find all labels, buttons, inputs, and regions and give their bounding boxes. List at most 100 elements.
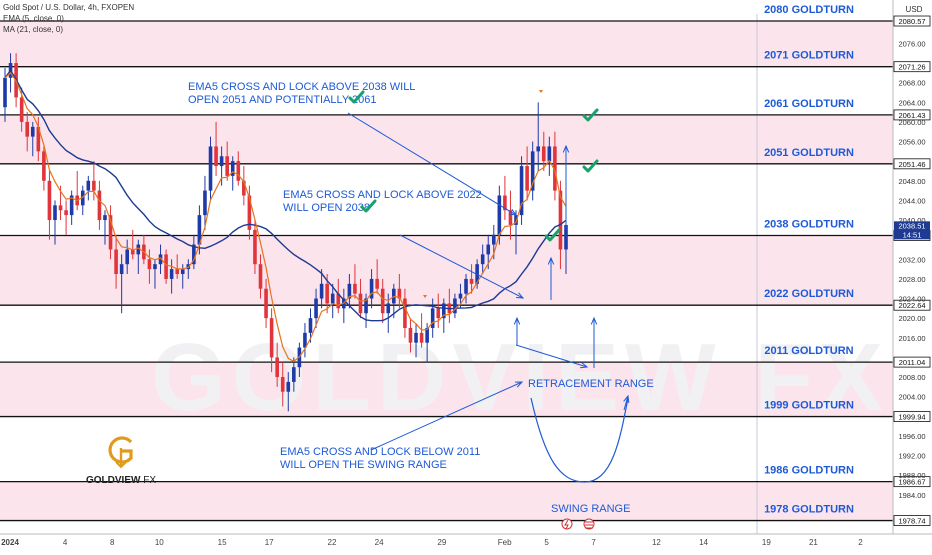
candle-body xyxy=(503,195,507,211)
level-label: 1999 GOLDTURN xyxy=(764,400,854,412)
candle-body xyxy=(242,180,246,196)
ma-21-line xyxy=(4,69,567,322)
arrow-head xyxy=(514,381,524,388)
candle-body xyxy=(86,180,91,191)
candle-body xyxy=(25,121,30,137)
arrow-retrace xyxy=(515,344,588,368)
x-tick-label: 14 xyxy=(699,538,708,547)
x-tick-label: 2024 xyxy=(1,538,19,547)
candle-body xyxy=(347,283,352,299)
level-label: 1986 GOLDTURN xyxy=(764,465,854,477)
flash-icon xyxy=(564,519,569,530)
candle-body xyxy=(530,151,535,191)
candle-body xyxy=(203,190,207,216)
candle-body xyxy=(558,190,563,250)
price-tag-text: 2071.26 xyxy=(898,63,925,72)
price-tag-box xyxy=(893,61,931,73)
y-tick-label: 1984.00 xyxy=(898,491,925,500)
candle-body xyxy=(253,229,257,265)
candle-body xyxy=(514,215,518,225)
candle-body xyxy=(58,205,63,211)
swing-range-label: SWING RANGE xyxy=(551,503,630,515)
y-tick-label: 1996.00 xyxy=(898,432,925,441)
current-price-tag[interactable] xyxy=(894,221,930,240)
y-tick-label: 2024.00 xyxy=(898,295,925,304)
annotation-low: WILL OPEN THE SWING RANGE xyxy=(280,459,447,471)
level-label: 1978 GOLDTURN xyxy=(764,504,854,516)
candle-body xyxy=(519,166,524,216)
x-tick-label: 12 xyxy=(652,538,661,547)
arrow-head xyxy=(623,394,630,404)
x-tick-label: 29 xyxy=(437,538,446,547)
y-tick-label: 2048.00 xyxy=(898,177,925,186)
indicator-ema[interactable]: EMA (5, close, 0) xyxy=(3,14,64,23)
price-tag-text: 1978.74 xyxy=(898,517,925,526)
level-label: 2011 GOLDTURN xyxy=(764,345,853,357)
candle-body xyxy=(547,146,552,162)
price-tag-text: 2051.46 xyxy=(898,160,925,169)
currency-label: USD xyxy=(906,5,923,14)
x-tick-label: 5 xyxy=(544,538,549,547)
price-tag-box xyxy=(893,515,931,526)
price-tag-text: 1986.67 xyxy=(898,478,925,487)
candle-body xyxy=(197,215,202,245)
candle-body xyxy=(442,303,446,319)
candle-body xyxy=(386,303,391,314)
candle-body xyxy=(36,126,41,152)
arrow-swing xyxy=(623,395,629,411)
swing-curve xyxy=(530,397,629,483)
candle-body xyxy=(119,264,124,274)
candle-body xyxy=(108,215,113,250)
x-tick-label: 22 xyxy=(328,538,337,547)
symbol-title[interactable]: Gold Spot / U.S. Dollar, 4h, FXOPEN xyxy=(3,3,135,12)
candle-body xyxy=(42,151,46,181)
candle-body xyxy=(103,215,107,221)
candle-body xyxy=(64,210,68,216)
candle-body xyxy=(164,254,168,279)
candle-body xyxy=(480,254,485,265)
high-marker xyxy=(539,90,543,93)
candle-body xyxy=(30,126,35,137)
arrow-top xyxy=(347,112,517,216)
candle-body xyxy=(136,244,141,255)
candle-body xyxy=(125,249,129,265)
ema-5-line xyxy=(4,72,567,363)
candle-body xyxy=(536,146,541,152)
candle-body xyxy=(430,308,435,328)
candle-body xyxy=(69,195,74,216)
y-tick-label: 1992.00 xyxy=(898,452,925,461)
y-tick-label: 2076.00 xyxy=(898,39,925,48)
indicator-ma[interactable]: MA (21, close, 0) xyxy=(3,25,64,34)
candle-body xyxy=(158,254,163,265)
x-tick-label: 15 xyxy=(218,538,227,547)
candle-body xyxy=(436,308,441,319)
check-icon xyxy=(582,159,599,173)
brand-logo: GOLDVIEW FX xyxy=(86,430,156,486)
x-tick-label: 4 xyxy=(63,538,68,547)
arrow-head xyxy=(590,316,598,325)
annotation-mid: WILL OPEN 2038 xyxy=(283,202,370,214)
candle-body xyxy=(353,283,357,294)
candle-body xyxy=(208,146,213,191)
candle-body xyxy=(303,332,307,348)
annotation-mid: EMA5 CROSS AND LOCK ABOVE 2022 xyxy=(283,189,482,201)
arrow-head xyxy=(515,292,525,299)
y-tick-label: 2056.00 xyxy=(898,138,925,147)
candle-body xyxy=(286,381,291,392)
x-tick-label: 17 xyxy=(265,538,274,547)
candle-body xyxy=(525,166,529,191)
y-tick-label: 2008.00 xyxy=(898,373,925,382)
arrow-mid xyxy=(399,234,524,299)
candle-body xyxy=(175,269,179,274)
candle-body xyxy=(114,249,118,274)
event-flash-icon[interactable] xyxy=(561,518,573,530)
candle-body xyxy=(147,259,152,270)
y-tick-label: 2064.00 xyxy=(898,98,925,107)
check-icon xyxy=(348,90,365,104)
level-label: 2071 GOLDTURN xyxy=(764,50,854,62)
candle-body xyxy=(380,288,385,314)
candle-body xyxy=(486,244,491,255)
level-label: 2051 GOLDTURN xyxy=(764,147,854,159)
candle-body xyxy=(358,293,363,314)
candle-body xyxy=(130,249,135,255)
